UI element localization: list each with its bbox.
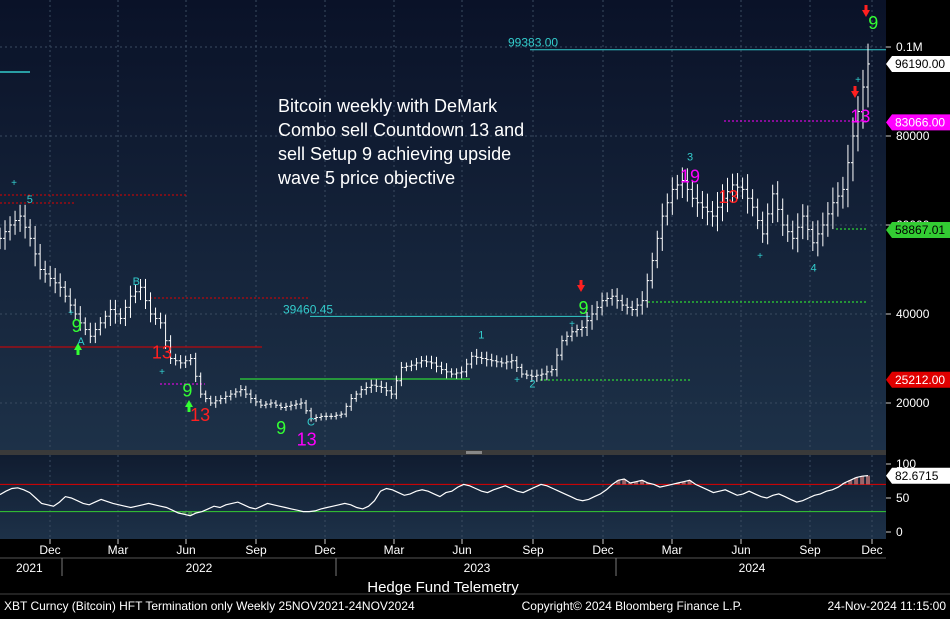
demark-count-label: 19	[680, 167, 700, 187]
annotation-line: Bitcoin weekly with DeMark	[278, 96, 498, 116]
price-tag	[886, 114, 950, 131]
footer-ticker-info: XBT Curncy (Bitcoin) HFT Termination onl…	[4, 599, 415, 613]
footer-timestamp: 24-Nov-2024 11:15:00	[827, 599, 946, 613]
demark-count-label: 13	[718, 187, 738, 207]
demark-count-label: 9	[72, 316, 82, 336]
footer-center-title: Hedge Fund Telemetry	[367, 579, 519, 596]
demark-count-label: 13	[190, 405, 210, 425]
year-label: 2023	[464, 561, 491, 575]
year-label: 2024	[739, 561, 766, 575]
price-axis-background	[886, 0, 950, 545]
month-label: Dec	[861, 543, 882, 557]
price-layer	[0, 43, 870, 422]
month-label: Mar	[384, 543, 405, 557]
y-tick-label: 20000	[896, 396, 930, 410]
sell-arrow-icon	[577, 280, 585, 292]
year-label: 2022	[186, 561, 213, 575]
month-label: Sep	[799, 543, 821, 557]
month-label: Sep	[245, 543, 267, 557]
demark-count-label: A	[77, 336, 85, 348]
demark-count-label: 1	[478, 329, 484, 341]
y-tick-label: 80000	[896, 129, 930, 143]
price-tag-label: 25212.00	[895, 373, 945, 387]
demark-count-label: 13	[850, 107, 870, 127]
month-label: Dec	[314, 543, 335, 557]
annotation-line: wave 5 price objective	[277, 168, 455, 188]
month-label: Jun	[176, 543, 195, 557]
target-level-label: 99383.00	[508, 36, 558, 50]
price-tag-label: 58867.01	[895, 223, 945, 237]
price-tag	[886, 222, 950, 239]
osc-y-tick-label: 0	[896, 525, 903, 539]
price-panel-background	[0, 0, 886, 450]
year-label: 2021	[16, 561, 43, 575]
demark-count-label: C	[307, 416, 315, 428]
oscillator-layer	[0, 475, 886, 517]
demark-count-label: 13	[297, 429, 317, 449]
annotation-line: sell Setup 9 achieving upside	[278, 144, 511, 164]
price-tag-label: 83066.00	[895, 115, 945, 129]
panel-divider	[0, 450, 886, 455]
demark-count-label: 13	[152, 343, 172, 363]
grid-layer	[0, 0, 886, 539]
annotation-line: Combo sell Countdown 13 and	[278, 120, 524, 140]
demark-count-label: 9	[868, 13, 878, 33]
demark-count-label: B	[133, 276, 140, 288]
sell-arrow-icon	[851, 86, 859, 98]
cyan-cross-marker: +	[757, 251, 763, 262]
demark-count-label: 4	[811, 263, 817, 275]
month-label: Dec	[592, 543, 613, 557]
osc-current-tag	[886, 467, 950, 484]
buy-arrow-icon	[74, 343, 82, 355]
sell-arrow-icon	[862, 5, 870, 17]
price-tag	[886, 371, 950, 388]
levels-layer: 99383.00 39460.45	[0, 36, 886, 385]
price-tag-label: 96190.00	[895, 57, 945, 71]
cyan-cross-marker: +	[68, 308, 74, 319]
axis-layer: 200004000060000800000.1M96190.0083066.00…	[0, 0, 950, 579]
month-label: Sep	[522, 543, 544, 557]
y-tick-label: 40000	[896, 307, 930, 321]
demark-count-label: 3	[687, 151, 693, 163]
osc-y-tick-label: 50	[896, 491, 910, 505]
month-label: Mar	[662, 543, 683, 557]
oscillator-panel-background	[0, 455, 886, 539]
month-label: Jun	[452, 543, 471, 557]
buy-arrow-icon	[185, 400, 193, 412]
price-tag	[886, 55, 950, 72]
demark-count-label: 9	[182, 380, 192, 400]
level-label: 39460.45	[283, 302, 333, 316]
cyan-cross-marker: +	[514, 375, 520, 386]
demark-count-label: 5	[27, 194, 33, 206]
oscillator-oversold-fill	[176, 511, 199, 516]
footer-copyright: Copyright© 2024 Bloomberg Finance L.P.	[522, 599, 743, 613]
demark-count-label: 9	[579, 298, 589, 318]
chart-annotation: Bitcoin weekly with DeMark Combo sell Cou…	[277, 96, 524, 188]
y-tick-label: 0.1M	[896, 40, 923, 54]
demark-count-label: 9	[276, 418, 286, 438]
month-label: Dec	[39, 543, 60, 557]
cyan-cross-marker: +	[569, 319, 575, 330]
osc-current-label: 82.6715	[895, 469, 939, 483]
cyan-cross-marker: +	[855, 75, 861, 86]
demark-count-label: 2	[529, 378, 535, 390]
cyan-cross-marker: +	[159, 367, 165, 378]
time-axis-background	[0, 539, 886, 579]
month-label: Jun	[731, 543, 750, 557]
cyan-cross-marker: +	[11, 178, 17, 189]
month-label: Mar	[108, 543, 129, 557]
oscillator-line	[0, 475, 869, 517]
osc-y-tick-label: 100	[896, 457, 916, 471]
divider-grip-icon[interactable]	[466, 451, 482, 454]
